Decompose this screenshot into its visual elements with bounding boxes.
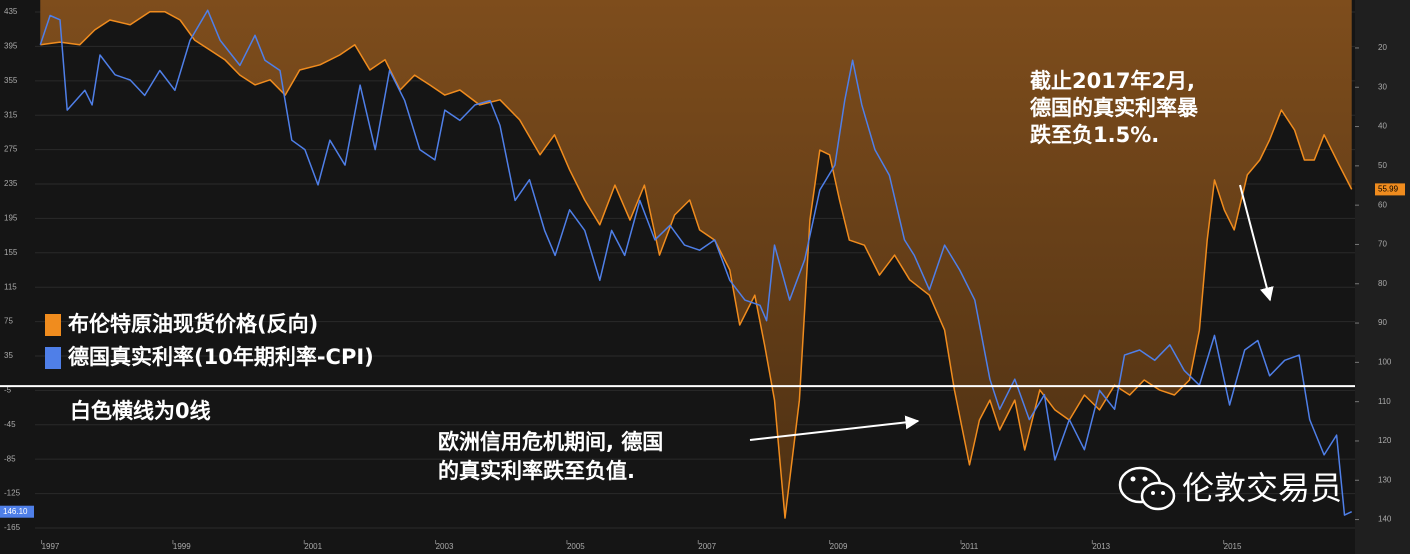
y2-tick-label: 50 (1378, 161, 1387, 170)
x-tick-label: 2015 (1224, 542, 1242, 551)
area (40, 0, 1352, 518)
annotation: 德国的真实利率暴 (1030, 96, 1199, 120)
wechat-icon (1118, 466, 1176, 511)
x-tick-label: 2009 (830, 542, 848, 551)
annotation: 跌至负1.5%. (1030, 123, 1159, 147)
y2-tick-label: 70 (1378, 240, 1387, 249)
y-tick-label: 35 (4, 351, 13, 360)
y-tick-label: 195 (4, 214, 18, 223)
y-tick-label: -165 (4, 523, 21, 532)
y2-tick-label: 120 (1378, 436, 1392, 445)
current-value-label: 55.99 (1378, 185, 1399, 194)
x-tick-label: 2007 (698, 542, 716, 551)
arrow (1239, 184, 1274, 302)
y2-tick-label: 40 (1378, 122, 1387, 131)
y-tick-label: 395 (4, 42, 18, 51)
line (39, 9, 1353, 516)
x-tick-label: 1997 (42, 542, 60, 551)
y-tick-label: 235 (4, 179, 18, 188)
right-axis-panel (1355, 0, 1410, 554)
annotation: 截止2017年2月, (1030, 69, 1195, 93)
annotation: 白色横线为0线 (70, 399, 211, 423)
current-value-box (0, 505, 34, 518)
y2-tick-label: 130 (1378, 475, 1392, 484)
y-tick-label: -125 (4, 489, 21, 498)
line (40, 11, 1353, 519)
y2-tick-label: 30 (1378, 82, 1387, 91)
y2-tick-label: 20 (1378, 43, 1387, 52)
arrow (749, 415, 920, 441)
x-tick-label: 2003 (436, 542, 454, 551)
x-tick-label: 1999 (173, 542, 191, 551)
x-tick-label: 2013 (1092, 542, 1110, 551)
legend-swatch (45, 314, 61, 336)
x-tick-label: 2011 (961, 542, 979, 551)
y-tick-label: 75 (4, 317, 13, 326)
legend-label: 布伦特原油现货价格(反向) (68, 312, 318, 336)
y-tick-label: 115 (4, 282, 17, 291)
legend-swatch (45, 347, 61, 369)
y-tick-label: -85 (4, 454, 16, 463)
y-tick-label: 435 (4, 7, 18, 16)
y2-tick-label: 90 (1378, 318, 1387, 327)
y-tick-label: 155 (4, 248, 18, 257)
x-tick-label: 2005 (567, 542, 585, 551)
y-tick-label: 275 (4, 145, 18, 154)
legend-label: 德国真实利率(10年期利率-CPI) (68, 345, 374, 369)
y2-tick-label: 80 (1378, 279, 1387, 288)
y2-tick-label: 60 (1378, 200, 1387, 209)
watermark: 伦敦交易员 (1182, 469, 1342, 507)
y-tick-label: -5 (4, 385, 12, 394)
annotation: 欧洲信用危机期间, 德国 (438, 430, 663, 454)
x-tick-label: 2001 (304, 542, 322, 551)
annotation: 的真实利率跌至负值. (438, 459, 635, 483)
y-tick-label: -45 (4, 420, 16, 429)
current-value-box (1375, 183, 1405, 196)
y2-tick-label: 100 (1378, 357, 1392, 366)
y2-tick-label: 110 (1378, 397, 1391, 406)
y-tick-label: 355 (4, 76, 18, 85)
plot (35, 0, 1355, 529)
y2-tick-label: 140 (1378, 515, 1392, 524)
current-value-label: 146.10 (3, 507, 28, 516)
y-tick-label: 315 (4, 110, 18, 119)
